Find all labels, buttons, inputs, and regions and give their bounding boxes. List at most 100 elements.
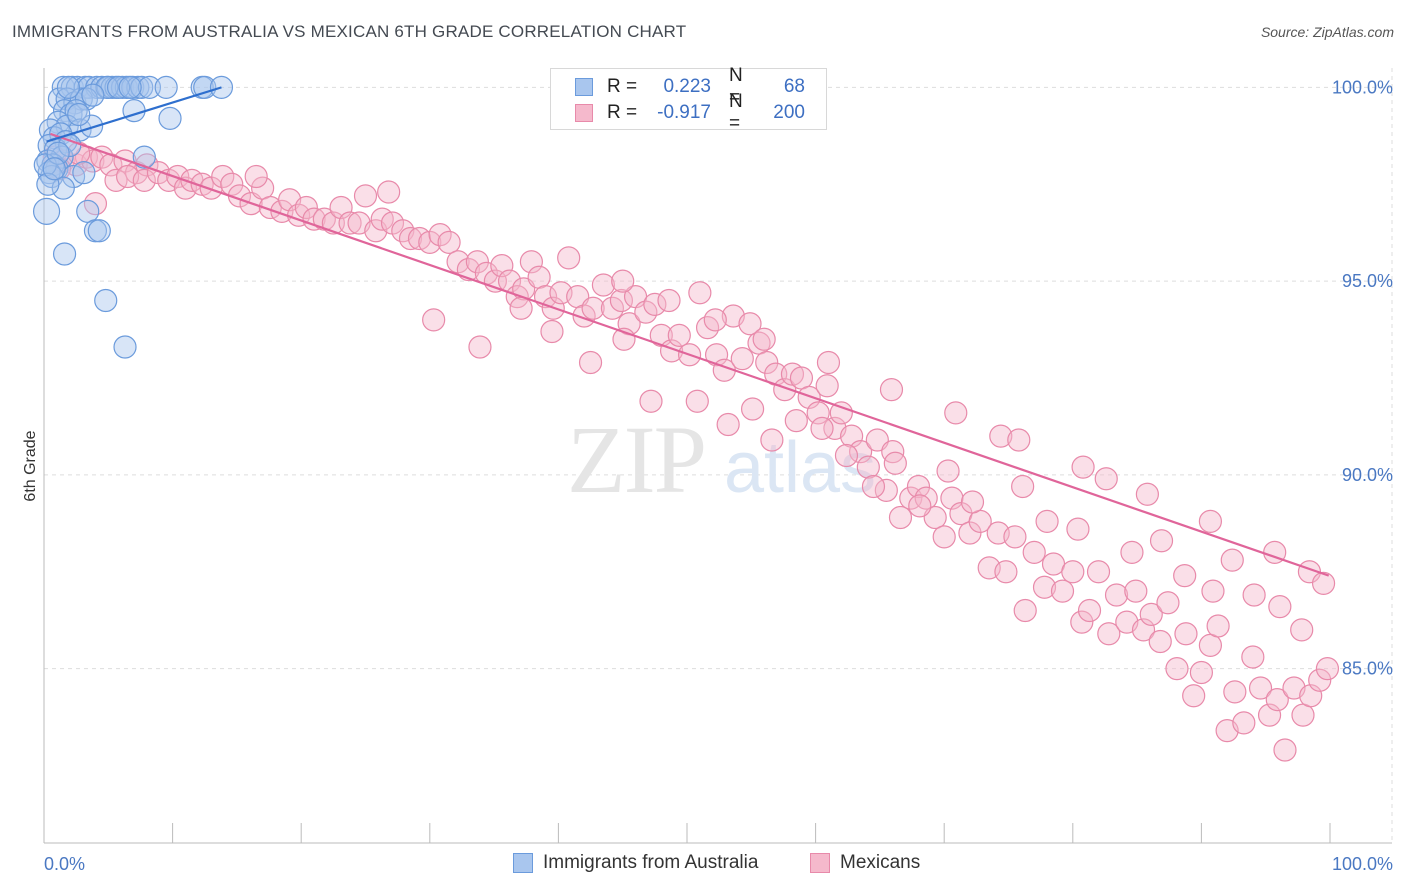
data-point xyxy=(90,75,114,99)
data-point xyxy=(572,304,596,328)
data-point xyxy=(527,265,551,289)
mexicans-points xyxy=(42,141,1340,762)
data-point xyxy=(1071,455,1095,479)
data-point xyxy=(193,75,217,99)
data-point xyxy=(1198,633,1223,657)
data-point xyxy=(659,339,684,363)
data-point xyxy=(730,347,754,371)
data-point xyxy=(56,75,81,99)
data-point xyxy=(784,409,808,433)
data-point xyxy=(377,180,401,204)
data-point xyxy=(906,474,931,499)
data-point xyxy=(1032,575,1057,599)
data-point xyxy=(321,211,345,235)
trend-line-australia xyxy=(46,86,222,143)
data-point xyxy=(1206,614,1230,638)
data-point xyxy=(94,288,118,313)
data-point xyxy=(1273,738,1297,762)
data-point xyxy=(716,412,740,437)
data-point xyxy=(1139,602,1163,626)
data-point xyxy=(220,172,244,196)
data-point xyxy=(643,292,667,316)
chart-title: IMMIGRANTS FROM AUSTRALIA VS MEXICAN 6TH… xyxy=(12,22,687,41)
x-tick-label: 100.0% xyxy=(1332,854,1393,874)
data-point xyxy=(600,296,625,320)
data-point xyxy=(1149,529,1174,553)
data-point xyxy=(540,319,564,344)
data-point xyxy=(685,389,709,413)
data-point xyxy=(634,300,658,324)
axes xyxy=(43,68,1392,844)
data-point xyxy=(1173,564,1197,588)
data-point xyxy=(557,246,581,270)
data-point xyxy=(1124,579,1148,603)
data-point xyxy=(1201,579,1225,603)
legend-row-mexicans: R = -0.917 N = 200 xyxy=(575,91,805,134)
y-tick-label: 85.0% xyxy=(1342,659,1393,679)
data-point xyxy=(122,99,146,123)
data-point xyxy=(1011,474,1035,499)
data-point xyxy=(51,176,75,200)
data-point xyxy=(591,273,616,297)
data-point xyxy=(829,401,853,425)
data-point xyxy=(52,242,77,266)
data-point xyxy=(1086,560,1111,584)
data-point xyxy=(755,350,779,375)
data-point xyxy=(1094,467,1118,491)
y-tick-label: 100.0% xyxy=(1332,77,1393,97)
y-axis-label: 6th Grade xyxy=(22,430,39,501)
x-tick-label: 0.0% xyxy=(44,854,85,874)
n-label: N = xyxy=(729,65,743,108)
data-point xyxy=(806,401,830,425)
data-point xyxy=(834,443,859,468)
data-point xyxy=(456,257,480,282)
data-point xyxy=(1022,540,1046,564)
data-point xyxy=(67,102,91,127)
data-point xyxy=(908,494,932,518)
legend-swatch-mexicans xyxy=(575,104,593,122)
data-point xyxy=(1311,571,1336,595)
y-tick-label: 95.0% xyxy=(1342,271,1393,291)
data-point xyxy=(437,230,461,254)
data-point xyxy=(874,478,898,502)
data-point xyxy=(923,505,947,530)
data-point xyxy=(856,455,880,479)
data-point xyxy=(132,145,156,169)
data-point xyxy=(81,83,105,107)
data-point xyxy=(1232,711,1256,735)
tick-labels: 100.0% 95.0% 90.0% 85.0% 0.0% 100.0% xyxy=(44,77,1393,874)
data-point xyxy=(1120,540,1144,564)
data-point xyxy=(72,161,96,185)
data-point xyxy=(740,397,765,421)
data-point xyxy=(1156,591,1180,615)
data-point xyxy=(611,269,635,293)
data-point xyxy=(74,87,99,111)
source-credit: Source: ZipAtlas.com xyxy=(1260,24,1394,40)
n-value: 68 xyxy=(783,76,805,97)
r-label: R = xyxy=(607,102,638,123)
data-point xyxy=(578,350,603,375)
data-point xyxy=(688,281,712,305)
data-point xyxy=(958,521,982,545)
data-point xyxy=(752,327,776,351)
legend-item-mexicans[interactable]: Mexicans xyxy=(810,852,920,874)
data-point xyxy=(1248,676,1273,700)
data-point xyxy=(1003,525,1027,549)
data-point xyxy=(36,172,60,196)
data-point xyxy=(76,199,100,223)
watermark: ZIP atlas xyxy=(567,406,876,513)
australia-points xyxy=(32,75,234,359)
data-point xyxy=(960,490,985,514)
data-point xyxy=(422,308,446,332)
data-point xyxy=(1070,610,1094,634)
data-point xyxy=(1198,509,1223,533)
data-point xyxy=(166,164,190,189)
data-point xyxy=(158,106,182,130)
data-point xyxy=(1257,703,1282,727)
legend-item-australia[interactable]: Immigrants from Australia xyxy=(513,852,758,874)
data-point xyxy=(1265,688,1289,712)
data-point xyxy=(1241,645,1265,669)
data-point xyxy=(302,207,326,231)
data-point xyxy=(154,75,178,99)
